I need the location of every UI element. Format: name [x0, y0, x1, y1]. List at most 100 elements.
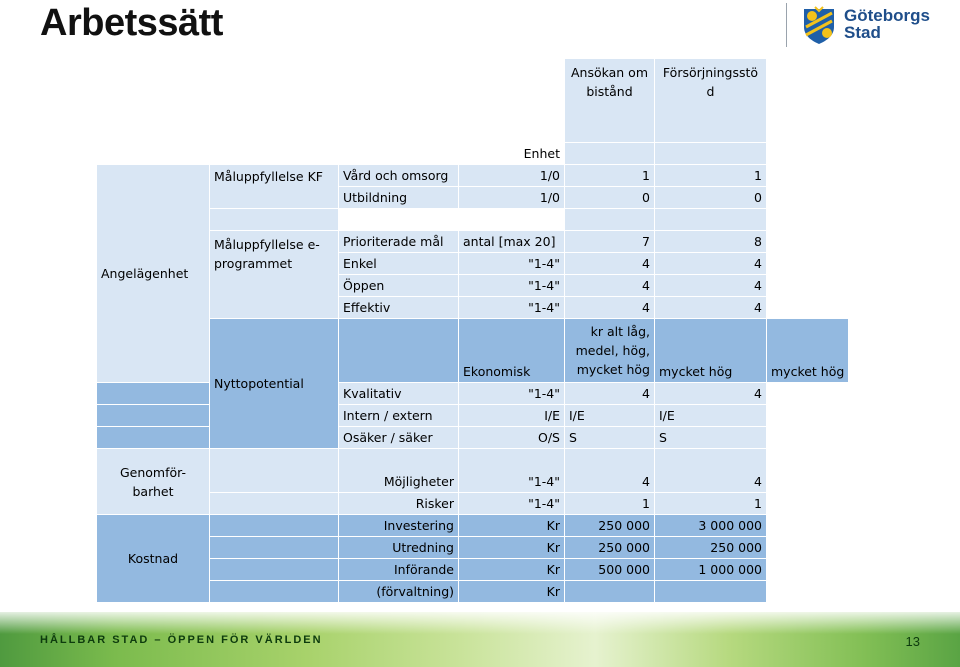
row-label: Ekonomisk — [458, 318, 565, 383]
row-unit: "1-4" — [458, 492, 565, 515]
row-unit: "1-4" — [458, 274, 565, 297]
row-value-ansokan: 250 000 — [564, 536, 655, 559]
row-label: Utbildning — [338, 186, 459, 209]
row-value-forsorjningsstod: 8 — [654, 230, 767, 253]
row-value-ansokan: 1 — [564, 164, 655, 187]
row-value-ansokan: 4 — [564, 252, 655, 275]
row-unit: Kr — [458, 558, 565, 581]
row-value-forsorjningsstod: 1 — [654, 164, 767, 187]
row-unit: "1-4" — [458, 382, 565, 405]
row-unit-line1: kr alt låg, — [590, 324, 650, 339]
row-value-forsorjningsstod: 1 — [654, 492, 767, 515]
row-value-ansokan: 0 — [564, 186, 655, 209]
row-value-forsorjningsstod: 4 — [654, 296, 767, 319]
row-value-ansokan: S — [564, 426, 655, 449]
section-kostnad: Kostnad — [96, 514, 210, 603]
table-blank — [338, 318, 459, 383]
section-genomforbarhet: Genomför- barhet — [96, 448, 210, 515]
logo-line2: Stad — [844, 23, 881, 42]
row-unit: 1/0 — [458, 164, 565, 187]
row-value-ansokan: I/E — [564, 404, 655, 427]
row-label: Enkel — [338, 252, 459, 275]
group-eprog-line2: programmet — [214, 256, 293, 271]
row-unit: O/S — [458, 426, 565, 449]
table-blank — [209, 492, 339, 515]
row-value-forsorjningsstod: 4 — [654, 382, 767, 405]
row-label: Vård och omsorg — [338, 164, 459, 187]
assessment-table: Ansökan om bistånd Försörjningsstö d Enh… — [96, 58, 850, 603]
footer-banner: HÅLLBAR STAD – ÖPPEN FÖR VÄRLDEN 13 — [0, 612, 960, 667]
row-label: Kvalitativ — [338, 382, 459, 405]
table-blank — [564, 142, 655, 165]
row-value-forsorjningsstod: S — [654, 426, 767, 449]
table-blank — [654, 208, 767, 231]
row-label: Utredning — [338, 536, 459, 559]
table-blank — [209, 448, 339, 493]
column-header-forsorjningsstod-line1: Försörjningsstö — [662, 65, 759, 80]
row-value-forsorjningsstod: 4 — [654, 448, 767, 493]
row-value-forsorjningsstod: mycket hög — [765, 318, 850, 383]
logo-line1: Göteborgs — [844, 6, 930, 25]
row-value-ansokan: 4 — [564, 448, 655, 493]
row-unit: "1-4" — [458, 252, 565, 275]
table-blank — [96, 426, 210, 449]
section-angelagenhet: Angelägenhet — [96, 164, 210, 383]
column-header-forsorjningsstod-line2: d — [706, 84, 715, 99]
row-value-ansokan: mycket hög — [654, 318, 767, 383]
logo-text: Göteborgs Stad — [844, 7, 930, 41]
table-blank — [209, 536, 339, 559]
column-header-ansokan-line2: bistånd — [586, 84, 633, 99]
row-unit-line3: mycket hög — [576, 362, 650, 377]
row-label: Effektiv — [338, 296, 459, 319]
page-title: Arbetssätt — [40, 2, 223, 44]
row-unit-line2: medel, hög, — [575, 343, 650, 358]
table-blank — [209, 208, 339, 231]
group-eprog-line1: Måluppfyllelse e- — [214, 237, 320, 252]
row-value-forsorjningsstod: 4 — [654, 252, 767, 275]
row-value-ansokan: 7 — [564, 230, 655, 253]
table-blank — [458, 208, 565, 231]
row-value-ansokan: 4 — [564, 274, 655, 297]
column-header-forsorjningsstod: Försörjningsstö d — [654, 58, 767, 143]
table-blank — [209, 514, 339, 537]
row-value-ansokan: 4 — [564, 382, 655, 405]
row-value-ansokan: 250 000 — [564, 514, 655, 537]
row-label: Investering — [338, 514, 459, 537]
group-maluppfyllelse-kf: Måluppfyllelse KF — [209, 164, 339, 209]
column-header-ansokan-line1: Ansökan om — [570, 65, 649, 80]
row-value-ansokan: 1 — [564, 492, 655, 515]
table-blank-corner — [96, 58, 565, 143]
row-value-ansokan — [564, 580, 655, 603]
row-unit: Kr — [458, 580, 565, 603]
table-blank — [338, 208, 459, 231]
row-label: Risker — [338, 492, 459, 515]
row-unit: I/E — [458, 404, 565, 427]
table-blank — [96, 382, 210, 405]
row-unit: 1/0 — [458, 186, 565, 209]
row-value-ansokan: 500 000 — [564, 558, 655, 581]
group-maluppfyllelse-eprogrammet: Måluppfyllelse e- programmet — [209, 230, 339, 319]
row-unit-ekonomisk: kr alt låg, medel, hög, mycket hög — [564, 318, 655, 383]
row-value-forsorjningsstod: 1 000 000 — [654, 558, 767, 581]
row-value-forsorjningsstod: 4 — [654, 274, 767, 297]
table-blank — [209, 580, 339, 603]
row-unit: Kr — [458, 514, 565, 537]
row-unit: "1-4" — [458, 448, 565, 493]
table-blank — [96, 404, 210, 427]
table-blank — [564, 208, 655, 231]
goteborg-crest-icon — [804, 6, 834, 44]
row-unit: "1-4" — [458, 296, 565, 319]
row-value-forsorjningsstod: 3 000 000 — [654, 514, 767, 537]
section-nyttopotential: Nyttopotential — [209, 318, 339, 449]
row-label: Införande — [338, 558, 459, 581]
row-value-forsorjningsstod: I/E — [654, 404, 767, 427]
row-label: (förvaltning) — [338, 580, 459, 603]
section-genomforbarhet-line1: Genomför- — [119, 464, 187, 480]
row-label: Intern / extern — [338, 404, 459, 427]
page-number: 13 — [905, 634, 920, 649]
column-header-ansokan: Ansökan om bistånd — [564, 58, 655, 143]
unit-header: Enhet — [458, 142, 565, 165]
row-label: Öppen — [338, 274, 459, 297]
row-unit: Kr — [458, 536, 565, 559]
section-genomforbarhet-line2: barhet — [132, 483, 174, 499]
